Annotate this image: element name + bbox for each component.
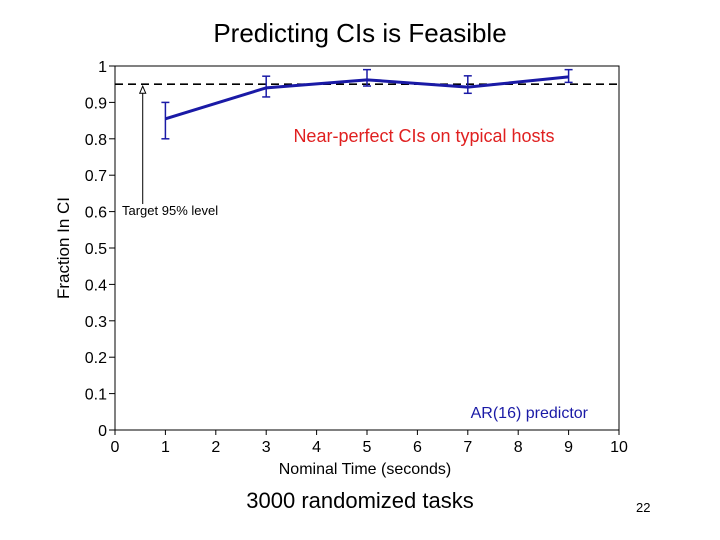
y-tick-label: 0.3 bbox=[85, 314, 107, 331]
plot-area bbox=[114, 65, 620, 431]
y-tick-label: 0.8 bbox=[85, 132, 107, 149]
annotation-near-perfect: Near-perfect CIs on typical hosts bbox=[293, 126, 554, 146]
x-tick-label: 1 bbox=[161, 439, 170, 456]
x-tick-label: 4 bbox=[312, 439, 321, 456]
x-tick-label: 6 bbox=[413, 439, 422, 456]
x-tick-label: 5 bbox=[363, 439, 372, 456]
x-tick-label: 9 bbox=[564, 439, 573, 456]
target-arrow-head bbox=[138, 84, 147, 94]
y-tick-label: 0.7 bbox=[85, 168, 107, 185]
series-line bbox=[164, 75, 569, 121]
x-tick-label: 7 bbox=[463, 439, 472, 456]
legend-series-label: AR(16) predictor bbox=[471, 405, 589, 422]
x-tick-label: 10 bbox=[610, 439, 628, 456]
y-tick-label: 0.6 bbox=[85, 205, 107, 222]
x-axis-ticks: 0 1 2 3 4 5 6 7 8 9 10 bbox=[111, 430, 628, 456]
y-tick-label: 0.9 bbox=[85, 95, 107, 112]
slide-subtitle: 3000 randomized tasks bbox=[246, 488, 474, 513]
x-axis-label: Nominal Time (seconds) bbox=[279, 461, 452, 478]
x-tick-label: 2 bbox=[211, 439, 220, 456]
y-tick-label: 0 bbox=[98, 423, 107, 440]
y-tick-label: 1 bbox=[98, 59, 107, 76]
y-tick-label: 0.5 bbox=[85, 241, 107, 258]
y-tick-label: 0.1 bbox=[85, 387, 107, 404]
x-tick-label: 3 bbox=[262, 439, 271, 456]
x-tick-label: 8 bbox=[514, 439, 523, 456]
y-axis-ticks: 0 0.1 0.2 0.3 0.4 0.5 0.6 0.7 0.8 0.9 1 bbox=[85, 59, 115, 440]
annotation-target-level: Target 95% level bbox=[122, 203, 218, 218]
y-axis-label: Fraction In CI bbox=[54, 197, 73, 299]
y-tick-label: 0.2 bbox=[85, 350, 107, 367]
slide-title: Predicting CIs is Feasible bbox=[213, 18, 507, 48]
y-tick-label: 0.4 bbox=[85, 277, 107, 294]
x-tick-label: 0 bbox=[111, 439, 120, 456]
page-number: 22 bbox=[636, 500, 651, 515]
